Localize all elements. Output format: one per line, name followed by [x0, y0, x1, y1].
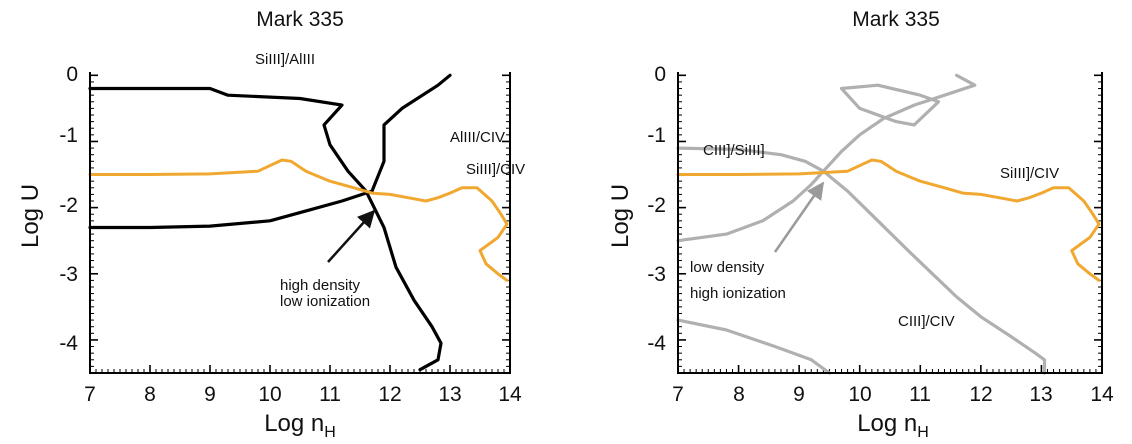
x-tick-label: 7 — [672, 383, 684, 406]
series-line-ciii-siiii- — [676, 146, 1047, 375]
series-line-siiii-aliii — [88, 86, 443, 372]
series-label-ciii-siiii: CIII]/SiIII] — [703, 142, 765, 159]
y-tick-label: -1 — [647, 124, 666, 147]
series-label-siiii-civ: SiIII]/CIV — [1000, 165, 1059, 182]
x-tick-label: 8 — [144, 383, 156, 406]
x-tick-label: 9 — [793, 383, 805, 406]
x-tick-label: 8 — [733, 383, 745, 406]
y-tick-label: -3 — [59, 263, 78, 286]
series-line-siiii-civ — [676, 158, 1101, 282]
series-line-ciii-civ — [676, 73, 977, 243]
y-axis-label: Log U — [17, 184, 44, 248]
panel-left: Mark 335 Log U Log nH 7 8 9 10 11 12 13 … — [17, 8, 525, 441]
y-tick-label: -4 — [59, 332, 78, 355]
x-tick-label: 10 — [258, 383, 281, 406]
annotation-arrow — [327, 209, 376, 263]
x-tick-label: 14 — [1090, 383, 1114, 406]
series-label-siiii-civ: SiIII]/CIV — [466, 161, 525, 178]
x-axis-label-main: Log n — [264, 410, 324, 437]
series-label-ciii-civ: CIII]/CIV — [898, 313, 955, 330]
x-tick-label: 11 — [909, 383, 931, 406]
y-tick-labels: 0 -1 -2 -3 -4 — [647, 63, 666, 355]
series-line-unlabeled-2 — [676, 318, 831, 375]
x-axis-label-sub: H — [324, 424, 336, 441]
series-label-aliii-civ: AlIII/CIV — [450, 129, 505, 146]
chart-title: Mark 335 — [256, 8, 344, 31]
curves — [88, 73, 509, 372]
chart-title: Mark 335 — [852, 8, 940, 31]
x-tick-label: 14 — [498, 383, 522, 406]
x-tick-label: 11 — [319, 383, 341, 406]
x-axis-label-sub: H — [917, 424, 929, 441]
y-tick-label: 0 — [654, 63, 666, 86]
annotation-line-2: high ionization — [690, 285, 786, 302]
x-tick-labels: 7 8 9 10 11 12 13 14 — [672, 383, 1114, 406]
x-tick-label: 13 — [1029, 383, 1052, 406]
plot-frame — [89, 72, 511, 374]
x-tick-label: 12 — [378, 383, 401, 406]
annotation-line-1: low density — [690, 259, 765, 276]
y-tick-label: -3 — [647, 263, 666, 286]
series-line-siiii-civ — [88, 158, 509, 282]
axis-ticks — [89, 74, 511, 374]
annotation-arrow — [773, 181, 825, 253]
y-tick-label: -4 — [647, 332, 666, 355]
x-axis-label: Log nH — [264, 410, 336, 441]
y-tick-label: -2 — [647, 194, 666, 217]
annotation-line-1: high density — [280, 277, 361, 294]
x-tick-label: 12 — [969, 383, 992, 406]
y-tick-label: -2 — [59, 194, 78, 217]
series-label-siiii-aliii: SiIII]/AlIII — [255, 51, 315, 68]
y-tick-label: -1 — [59, 124, 78, 147]
y-axis-label: Log U — [607, 184, 634, 248]
x-tick-label: 9 — [204, 383, 216, 406]
plot-frame — [677, 72, 1103, 374]
series-line-aliii-civ — [88, 73, 452, 230]
y-tick-label: 0 — [66, 63, 78, 86]
y-tick-labels: 0 -1 -2 -3 -4 — [59, 63, 78, 355]
x-axis-label-main: Log n — [857, 410, 917, 437]
series-line-unlabeled-3 — [839, 83, 941, 127]
panel-right: Mark 335 Log U Log nH 7 8 9 10 11 12 13 … — [607, 8, 1114, 441]
x-tick-label: 13 — [438, 383, 461, 406]
annotation-line-2: low ionization — [280, 293, 370, 310]
x-tick-labels: 7 8 9 10 11 12 13 14 — [84, 383, 522, 406]
x-tick-label: 7 — [84, 383, 96, 406]
x-tick-label: 10 — [848, 383, 871, 406]
x-axis-label: Log nH — [857, 410, 929, 441]
curves — [676, 73, 1101, 375]
